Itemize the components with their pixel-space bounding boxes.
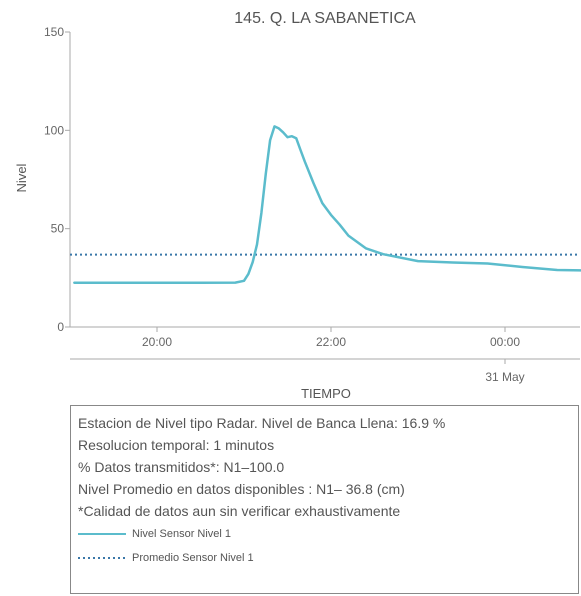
y-tick-label: 0 bbox=[57, 320, 64, 334]
x-tick-label: 00:00 bbox=[490, 335, 520, 349]
legend-label-promedio: Promedio Sensor Nivel 1 bbox=[132, 552, 254, 564]
info-average-level: Nivel Promedio en datos disponibles : N1… bbox=[78, 481, 405, 497]
y-tick-label: 50 bbox=[51, 222, 65, 236]
legend-swatch-solid bbox=[78, 533, 126, 535]
legend-label-nivel: Nivel Sensor Nivel 1 bbox=[132, 528, 232, 540]
date-label: 31 May bbox=[485, 370, 524, 384]
legend-item-promedio: Promedio Sensor Nivel 1 bbox=[78, 546, 578, 570]
y-axis-label: Nivel bbox=[14, 163, 29, 192]
series-group bbox=[70, 125, 581, 285]
y-axis: 0 50 100 150 bbox=[44, 25, 71, 334]
x-tick-label: 22:00 bbox=[316, 335, 346, 349]
series-line-nivel bbox=[73, 125, 581, 285]
level-chart: 145. Q. LA SABANETICA 0 50 100 150 20:00 22:… bbox=[14, 10, 581, 400]
info-box: Estacion de Nivel tipo Radar. Nivel de B… bbox=[70, 405, 579, 594]
y-tick-label: 100 bbox=[44, 123, 64, 137]
info-station-type: Estacion de Nivel tipo Radar. Nivel de B… bbox=[78, 415, 446, 431]
y-tick-label: 150 bbox=[44, 25, 64, 39]
info-resolution: Resolucion temporal: 1 minutos bbox=[78, 437, 275, 453]
chart-title: 145. Q. LA SABANETICA bbox=[234, 10, 416, 27]
x-tick-label: 20:00 bbox=[142, 335, 172, 349]
x-axis: 20:00 22:00 00:00 31 May bbox=[70, 326, 580, 384]
info-quality-note: *Calidad de datos aun sin verificar exha… bbox=[78, 503, 401, 519]
legend-item-nivel: Nivel Sensor Nivel 1 bbox=[78, 522, 578, 546]
x-axis-label: TIEMPO bbox=[301, 386, 351, 400]
info-data-transmitted: % Datos transmitidos*: N1–100.0 bbox=[78, 459, 285, 475]
legend-swatch-dotted bbox=[78, 557, 126, 559]
